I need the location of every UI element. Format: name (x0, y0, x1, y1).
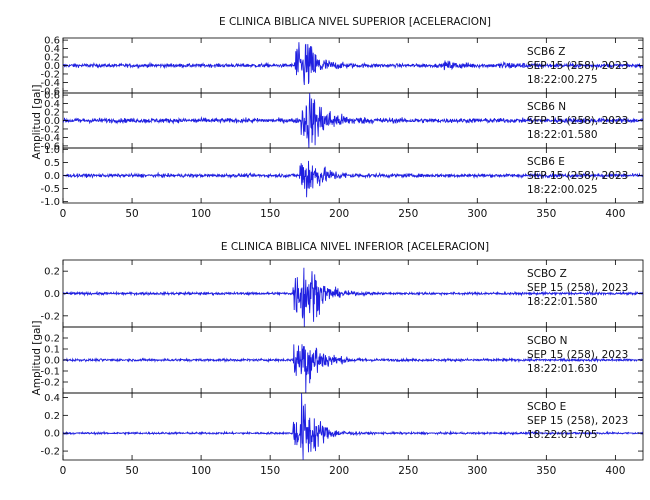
y-tick-label: 0.6 (44, 36, 60, 47)
subplot-scb6-z: -0.6-0.4-0.20.00.20.40.6 SCB6 Z SEP 15 (25… (40, 36, 644, 97)
y-tick-label: 1.0 (44, 145, 60, 156)
y-tick-label: 0.0 (44, 429, 60, 440)
station-label: SCB6 N (527, 101, 566, 113)
panel-bottom-title: E CLINICA BIBLICA NIVEL INFERIOR [ACELER… (221, 241, 489, 253)
subplot-scbo-n: -0.2-0.10.00.10.2 SCBO N SEP 15 (258), 202… (40, 326, 644, 394)
y-tick-label: 0.2 (44, 334, 60, 345)
date-label: SEP 15 (258), 2023 (527, 115, 628, 127)
y-tick-label: -0.2 (40, 69, 60, 80)
date-label: SEP 15 (258), 2023 (527, 282, 628, 294)
y-tick-label: 0.0 (44, 289, 60, 300)
y-tick-label: 0.2 (44, 411, 60, 422)
y-tick-label: -1.0 (40, 197, 60, 208)
waveform-trace (63, 160, 643, 198)
y-tick-label: 0.0 (44, 356, 60, 367)
x-tick-label: 350 (536, 465, 556, 477)
panel-bottom-ylabel: Amplitud [gal] (31, 321, 43, 396)
y-tick-label: 0.2 (44, 108, 60, 119)
waveform-trace (63, 93, 643, 148)
y-tick-label: 0.2 (44, 53, 60, 64)
y-tick-label: 0.5 (44, 158, 60, 169)
x-tick-label: 400 (605, 465, 625, 477)
date-label: SEP 15 (258), 2023 (527, 170, 628, 182)
x-tick-label: 400 (605, 208, 625, 220)
time-label: 18:22:01.580 (527, 129, 598, 141)
date-label: SEP 15 (258), 2023 (527, 415, 628, 427)
time-label: 18:22:01.580 (527, 296, 598, 308)
y-tick-label: 0.2 (44, 267, 60, 278)
x-tick-label: 0 (60, 465, 67, 477)
x-tick-label: 200 (329, 208, 349, 220)
x-tick-label: 350 (536, 208, 556, 220)
panel-top-ylabel: Amplitud [gal] (31, 85, 43, 160)
date-label: SEP 15 (258), 2023 (527, 349, 628, 361)
panel-top-title: E CLINICA BIBLICA NIVEL SUPERIOR [ACELER… (219, 16, 491, 28)
waveform-trace (63, 344, 643, 393)
y-tick-label: 0.0 (44, 171, 60, 182)
x-tick-label: 300 (467, 465, 487, 477)
y-tick-label: 0.1 (44, 345, 60, 356)
x-tick-label: 100 (191, 465, 211, 477)
station-label: SCBO Z (527, 268, 567, 280)
y-tick-label: 0.4 (44, 99, 60, 110)
y-tick-label: 0.4 (44, 393, 60, 404)
x-tick-label: 300 (467, 208, 487, 220)
subplot-scb6-e: -1.0 -0.5 0.0 0.5 1.0 SCB6 E SEP 15 (258), 202… (40, 145, 644, 208)
y-tick-label: 0.4 (44, 44, 60, 55)
station-label: SCB6 Z (527, 46, 565, 58)
x-tick-label: 50 (125, 465, 138, 477)
subplot-scbo-e: -0.2 0.0 0.2 0.4 SCBO E SEP 15 (258), 2023 18:… (40, 392, 644, 461)
waveform-trace (63, 42, 643, 86)
y-tick-label: -0.6 (40, 141, 60, 152)
x-tick-label: 250 (398, 465, 418, 477)
y-tick-label: -0.6 (40, 86, 60, 97)
x-tick-label: 250 (398, 208, 418, 220)
x-tick-label: 150 (260, 465, 280, 477)
y-tick-label: -0.2 (40, 378, 60, 389)
y-tick-label: 0.6 (44, 91, 60, 102)
station-label: SCBO E (527, 401, 566, 413)
time-label: 18:22:01.630 (527, 363, 598, 375)
y-tick-label: -0.4 (40, 78, 60, 89)
station-label: SCB6 E (527, 156, 565, 168)
waveform-trace (63, 267, 643, 327)
subplot-scbo-z: -0.2 0.0 0.2 SCBO Z SEP 15 (258), 2023 18:22:… (40, 259, 644, 328)
x-tick-label: 100 (191, 208, 211, 220)
y-tick-label: 0.0 (44, 116, 60, 127)
x-tick-label: 0 (60, 208, 67, 220)
x-tick-label: 200 (329, 465, 349, 477)
y-tick-label: -0.2 (40, 124, 60, 135)
subplot-frame (62, 392, 644, 461)
y-tick-label: -0.2 (40, 447, 60, 458)
y-tick-label: -0.5 (40, 184, 60, 195)
time-label: 18:22:01.705 (527, 429, 598, 441)
time-label: 18:22:00.275 (527, 74, 598, 86)
time-label: 18:22:00.025 (527, 184, 598, 196)
subplot-scb6-n: -0.6-0.4-0.20.00.20.40.6 SCB6 N SEP 15 (25… (40, 91, 644, 152)
y-tick-label: -0.2 (40, 311, 60, 322)
date-label: SEP 15 (258), 2023 (527, 60, 628, 72)
y-tick-label: -0.4 (40, 133, 60, 144)
x-tick-label: 50 (125, 208, 138, 220)
x-tick-label: 150 (260, 208, 280, 220)
waveform-trace (63, 393, 643, 460)
y-tick-label: 0.0 (44, 61, 60, 72)
station-label: SCBO N (527, 335, 567, 347)
y-tick-label: -0.1 (40, 367, 60, 378)
